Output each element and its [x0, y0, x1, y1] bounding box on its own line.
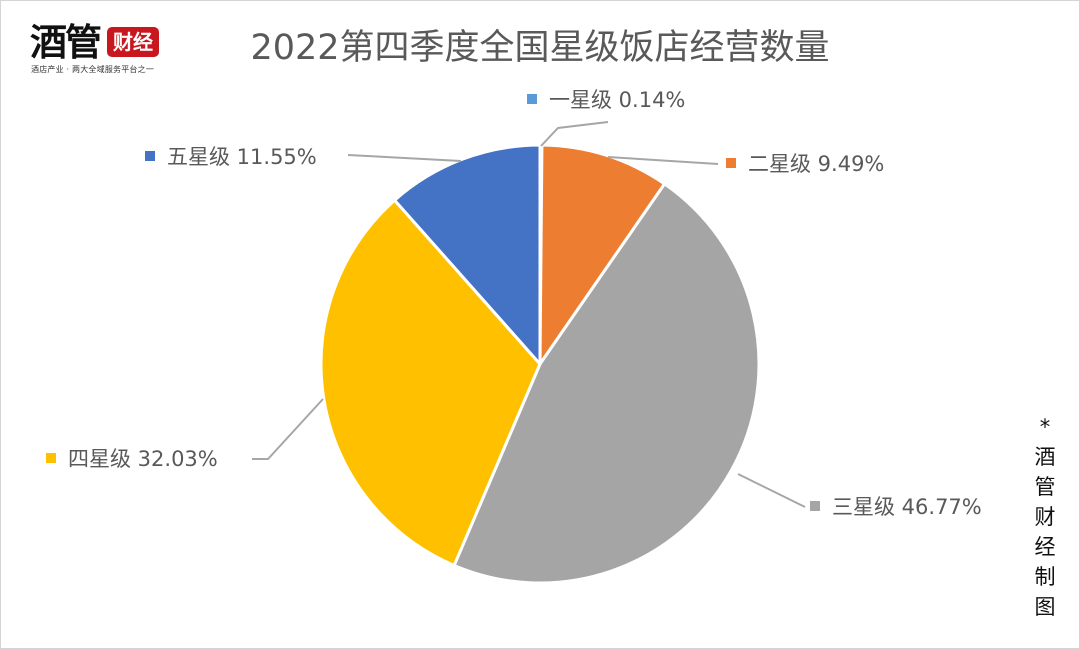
- pie-slices: [319, 143, 761, 585]
- slice-value: 11.55%: [230, 145, 317, 169]
- leader-line-2: [607, 156, 719, 165]
- legend-swatch: [726, 158, 736, 168]
- logo: 酒管 财经 酒店产业 · 两大全域服务平台之一: [30, 22, 170, 76]
- slice-label-5: 五星级 11.55%: [145, 143, 317, 171]
- logo-main-text: 酒管: [30, 20, 102, 64]
- slice-category: 三星级: [832, 495, 895, 519]
- slice-label-2: 二星级 9.49%: [726, 150, 884, 178]
- pie-slice-3: [452, 182, 761, 585]
- slice-category: 四星级: [68, 447, 131, 471]
- pie-slice-5: [393, 143, 542, 366]
- slice-category: 一星级: [549, 88, 612, 112]
- pie-slice-2: [538, 143, 667, 366]
- slice-label-4: 四星级 32.03%: [46, 445, 218, 473]
- legend-swatch: [46, 453, 56, 463]
- slice-label-3: 三星级 46.77%: [810, 493, 982, 521]
- leader-line-1: [540, 121, 609, 147]
- source-note: *酒管财经制图: [1034, 415, 1056, 619]
- legend-swatch: [810, 501, 820, 511]
- slice-category: 二星级: [748, 152, 811, 176]
- leader-line-3: [737, 473, 806, 508]
- legend-swatch: [145, 151, 155, 161]
- slice-category: 五星级: [167, 145, 230, 169]
- leader-line-5: [347, 154, 462, 162]
- legend-swatch: [527, 94, 537, 104]
- leader-line-4: [252, 398, 324, 460]
- logo-tagline: 酒店产业 · 两大全域服务平台之一: [31, 65, 155, 74]
- slice-value: 9.49%: [811, 152, 885, 176]
- slice-value: 46.77%: [895, 495, 982, 519]
- slice-value: 0.14%: [612, 88, 686, 112]
- slice-value: 32.03%: [131, 447, 218, 471]
- leader-lines: [252, 121, 806, 508]
- slice-label-1: 一星级 0.14%: [527, 86, 685, 114]
- logo-badge: 财经: [107, 27, 159, 57]
- pie-slice-4: [319, 198, 542, 567]
- chart-title: 2022第四季度全国星级饭店经营数量: [250, 28, 830, 68]
